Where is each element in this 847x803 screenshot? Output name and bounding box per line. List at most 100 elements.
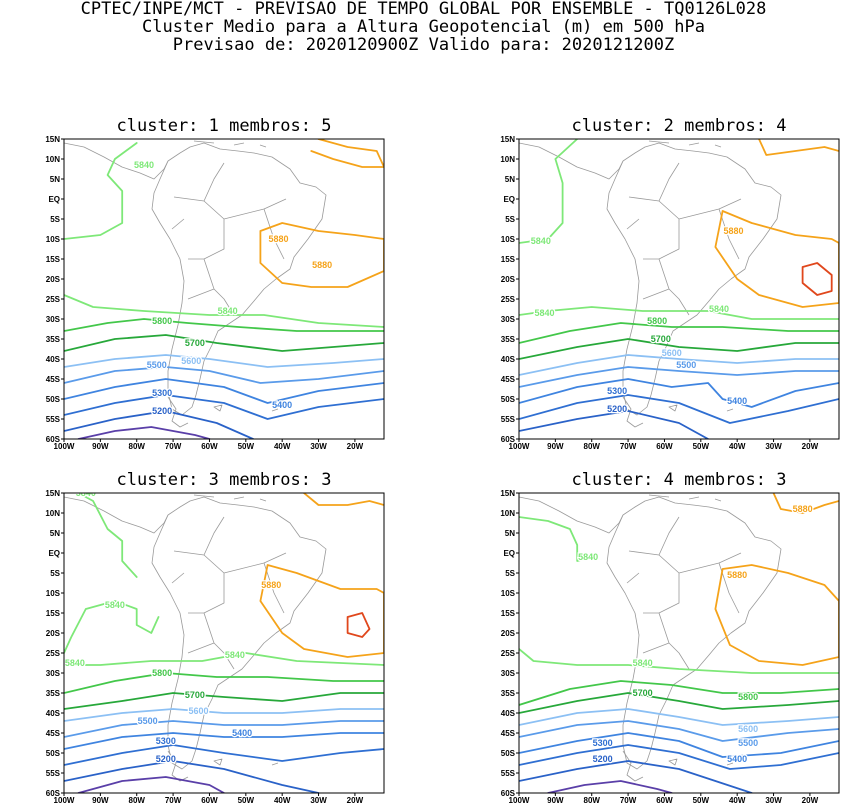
- panel-3-contour-label: 5840: [105, 600, 125, 610]
- header-title-line-3: Previsao de: 2020120900Z Valido para: 20…: [172, 35, 675, 55]
- panel-4-lon-tick-label: 90W: [547, 796, 564, 803]
- panel-3-lat-tick-label: 30S: [46, 669, 61, 678]
- panel-2-frame: [518, 138, 840, 440]
- panel-3-contour-label: 5840: [225, 650, 245, 660]
- panel-4-contour-c5840-0: [519, 516, 593, 562]
- panel-4-lat-tick-label: 45S: [501, 729, 516, 738]
- panel-3-contour-c5800-6: [64, 672, 384, 694]
- panel-3-contour-c5880-3: [259, 564, 384, 658]
- panel-4-lat-tick-label: 50S: [501, 749, 516, 758]
- panel-4-lat-tick-label: 55S: [501, 769, 516, 778]
- panel-2-contour-label: 5840: [709, 304, 729, 314]
- panel-1-lat-tick-label: 30S: [46, 315, 61, 324]
- panel-4-lat-tick-label: 5S: [505, 569, 515, 578]
- panel-3-lat-tick-label: 5S: [50, 569, 60, 578]
- panel-3-contour-label: 5200: [156, 754, 176, 764]
- map-panel-1: cluster: 1 membros: 5 5840 5880 5880 5840 580…: [45, 116, 385, 451]
- panel-4-contour-label: 5400: [727, 754, 747, 764]
- panel-1-lat-tick-label: 45S: [46, 375, 61, 384]
- panel-2-contour-c5600-7: [519, 354, 839, 376]
- panel-2-contour-label: 5700: [651, 334, 671, 344]
- panel-3-lat-tick-label: 15S: [46, 609, 61, 618]
- header-title-line-2: Cluster Medio para a Altura Geopotencial…: [142, 17, 705, 37]
- panel-2-contour-c5400-9: [519, 378, 839, 408]
- panel-4-contour-label: 5840: [633, 658, 653, 668]
- panel-4-lat-tick-label: 15N: [500, 489, 515, 498]
- panel-4-lat-tick-label: 25S: [501, 649, 516, 658]
- panel-4-lat-tick-label: 40S: [501, 709, 516, 718]
- panel-3-lat-tick-label: 50S: [46, 749, 61, 758]
- panel-2-lat-tick-label: 60S: [501, 435, 516, 444]
- panel-1-lon-tick-label: 40W: [274, 442, 291, 451]
- panel-1-contour-label: 5840: [134, 160, 154, 170]
- panel-2-contour-c5500-8: [519, 366, 839, 388]
- panel-1-contour-label: 5300: [152, 388, 172, 398]
- panel-1-contour-label: 5200: [152, 406, 172, 416]
- panel-3-contour-c5840-0: [77, 493, 138, 578]
- panel-4-contour-label: 5600: [738, 724, 758, 734]
- panel-4-contour-label: 5880: [727, 570, 747, 580]
- panel-1-lat-tick-label: 40S: [46, 355, 61, 364]
- panel-2-contour-c5200-11: [519, 410, 709, 439]
- panel-1-lat-tick-label: 10N: [45, 155, 60, 164]
- panel-1-lat-tick-label: 15S: [46, 255, 61, 264]
- panel-4-contour-c5600-6: [519, 708, 839, 726]
- panel-2-lon-tick-label: 70W: [620, 442, 637, 451]
- panel-1-lon-tick-label: 60W: [201, 442, 218, 451]
- panel-1-contour-label: 5500: [147, 360, 167, 370]
- panel-4-contour-c5400-8: [519, 732, 839, 758]
- panel-4-contour-label: 5500: [738, 738, 758, 748]
- panel-1-lon-tick-label: 70W: [165, 442, 182, 451]
- panel-1-lat-tick-label: 25S: [46, 295, 61, 304]
- panel-2-lon-tick-label: 50W: [693, 442, 710, 451]
- panel-2-contour-label: 5400: [727, 396, 747, 406]
- panel-1-lat-tick-label: 10S: [46, 235, 61, 244]
- panel-2-lon-tick-label: 90W: [547, 442, 564, 451]
- panel-1-lon-tick-label: 100W: [54, 442, 75, 451]
- panel-1-contour-label: 5840: [218, 306, 238, 316]
- map-panel-4: cluster: 4 membros: 3 5880 5840 5880 5840 570…: [500, 470, 840, 803]
- panel-3-lat-tick-label: EQ: [48, 549, 60, 558]
- panel-3-lat-tick-label: 25S: [46, 649, 61, 658]
- map-panel-3: cluster: 3 membros: 3 5840 5840 5880 5840 584…: [45, 470, 385, 803]
- panel-1-title: cluster: 1 membros: 5: [117, 116, 332, 136]
- panel-4-contour-deep-11: [547, 780, 673, 793]
- panel-2-lat-tick-label: 15S: [501, 255, 516, 264]
- panel-3-frame: [63, 492, 385, 794]
- panel-3-contour-label: 5600: [189, 706, 209, 716]
- panel-3-lat-tick-label: 20S: [46, 629, 61, 638]
- panel-1-lat-tick-label: 50S: [46, 395, 61, 404]
- panel-3-contour-c5880-2: [303, 493, 384, 506]
- panel-3-contour-c5200-12: [64, 760, 320, 793]
- panel-1-lat-tick-label: 20S: [46, 275, 61, 284]
- panel-4-contour-label: 5880: [793, 504, 813, 514]
- panel-3-lat-tick-label: 45S: [46, 729, 61, 738]
- panel-4-lon-tick-label: 40W: [729, 796, 746, 803]
- panel-2-lon-tick-label: 20W: [802, 442, 819, 451]
- panel-1-lat-tick-label: 5S: [50, 215, 60, 224]
- panel-4-lon-tick-label: 60W: [656, 796, 673, 803]
- panel-2-lat-tick-label: 40S: [501, 355, 516, 364]
- panel-1-contour-label: 5880: [269, 234, 289, 244]
- panel-2-lat-tick-label: 35S: [501, 335, 516, 344]
- panel-1-lat-tick-label: 15N: [45, 135, 60, 144]
- panel-2-contour-label: 5840: [531, 236, 551, 246]
- panel-4-contour-c5880-1: [772, 493, 839, 514]
- panel-3-lon-tick-label: 50W: [238, 796, 255, 803]
- map-panel-2: cluster: 2 membros: 4 5840 5880 5840 5840 580…: [500, 116, 840, 451]
- panel-2-lat-tick-label: 5N: [505, 175, 515, 184]
- panel-4-lat-tick-label: 10S: [501, 589, 516, 598]
- panel-4-lon-tick-label: 30W: [765, 796, 782, 803]
- panel-3-lon-tick-label: 30W: [310, 796, 327, 803]
- panel-2-contour-c5840-4: [519, 306, 839, 320]
- panel-3-contour-label: 5840: [65, 658, 85, 668]
- panel-3-contour-c5920-4: [346, 612, 371, 638]
- panel-4-contour-label: 5300: [593, 738, 613, 748]
- panel-3-lon-tick-label: 70W: [165, 796, 182, 803]
- panel-3-contour-label: 5840: [76, 488, 96, 498]
- panel-4-lat-tick-label: 60S: [501, 789, 516, 798]
- panel-4-lon-tick-label: 50W: [693, 796, 710, 803]
- panel-1-contour-c5880-1: [310, 139, 384, 168]
- panel-1-lon-tick-label: 20W: [347, 442, 364, 451]
- panel-1-lon-tick-label: 50W: [238, 442, 255, 451]
